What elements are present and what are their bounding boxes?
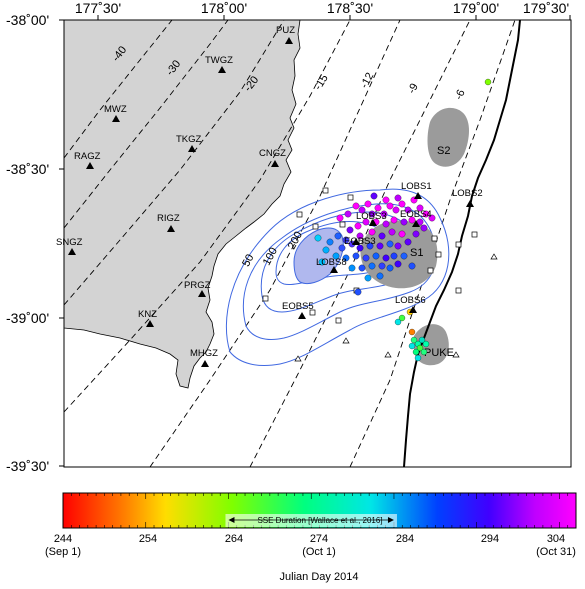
cb-tick-label: 264 bbox=[225, 533, 243, 545]
sse-duration-box bbox=[225, 514, 397, 527]
open-triangles bbox=[294, 253, 498, 362]
map-frame bbox=[63, 19, 572, 468]
station-label: KNZ bbox=[138, 309, 157, 320]
sse-arrow-left-head bbox=[228, 517, 235, 523]
sse-duration-label: SSE Duration [Wallace et al., 2016] bbox=[257, 516, 382, 525]
lon-tick-labels: 177˚30' 178˚00' 178˚30' 179˚00' 179˚30' bbox=[75, 0, 569, 16]
land-station-tkgz: TKGZ bbox=[176, 134, 202, 152]
cb-tick-label: 254 bbox=[139, 533, 157, 545]
station-label: LOBS6 bbox=[395, 295, 426, 306]
lon-tick-label: 178˚00' bbox=[201, 0, 247, 16]
obs-station-eobs4: EOBS4 bbox=[400, 209, 432, 227]
station-label: EOBS3 bbox=[344, 236, 376, 247]
cb-tick-label: 284 bbox=[396, 533, 414, 545]
obs-station-eobs3: EOBS3 bbox=[344, 236, 376, 247]
colorbar-tick-labels: 244 254 264 274 284 294 304 (Sep 1) (Oct… bbox=[45, 533, 576, 558]
station-label: PUZ bbox=[276, 25, 295, 36]
station-label: RAGZ bbox=[74, 151, 101, 162]
station-label: RIGZ bbox=[157, 213, 180, 224]
land-station-twgz: TWGZ bbox=[205, 55, 233, 73]
station-label: MWZ bbox=[104, 104, 127, 115]
obs-station-lobs2: LOBS2 bbox=[452, 188, 483, 207]
land-station-cngz: CNGZ bbox=[259, 148, 286, 167]
cb-sub-label: (Oct 31) bbox=[536, 546, 576, 558]
lon-tick-label: 178˚30' bbox=[327, 0, 373, 16]
colorbar: SSE Duration [Wallace et al., 2016] 244 … bbox=[45, 492, 577, 583]
obs-station-lobs1: LOBS1 bbox=[401, 181, 432, 199]
cb-sub-label: (Oct 1) bbox=[302, 546, 336, 558]
lon-tick-label: 179˚00' bbox=[453, 0, 499, 16]
station-label: CNGZ bbox=[259, 148, 286, 159]
sse-duration: SSE Duration [Wallace et al., 2016] bbox=[225, 514, 397, 527]
lat-tick-label: -39˚30' bbox=[6, 458, 49, 474]
station-label: LOBS8 bbox=[316, 257, 347, 268]
station-label: TKGZ bbox=[176, 134, 202, 145]
region-label-puke: PUKE bbox=[424, 347, 454, 359]
sse-label-50: 50 bbox=[240, 252, 256, 268]
region-label-s1: S1 bbox=[410, 247, 423, 259]
patch-puke bbox=[414, 324, 449, 366]
cb-sub-label: (Sep 1) bbox=[45, 546, 81, 558]
sse-arrow-right-head bbox=[387, 517, 394, 523]
land-station-layer: PUZ TWGZ MWZ TKGZ RAGZ CNGZ RIGZ SNGZ PR… bbox=[56, 25, 295, 367]
obs-station-lobs3: LOBS3 bbox=[356, 211, 387, 226]
lat-tick-label: -38˚30' bbox=[6, 161, 49, 177]
land-mass bbox=[64, 20, 301, 389]
station-label: TWGZ bbox=[205, 55, 233, 66]
land-station-ragz: RAGZ bbox=[74, 151, 101, 169]
lat-tick-label: -39˚00' bbox=[6, 310, 49, 326]
station-label: EOBS4 bbox=[400, 209, 432, 220]
station-label: MHGZ bbox=[190, 348, 218, 359]
patch-s2 bbox=[427, 107, 469, 167]
land-station-sngz: SNGZ bbox=[56, 237, 83, 255]
lon-tick-label: 179˚30' bbox=[523, 0, 569, 16]
cb-tick-label: 304 bbox=[547, 533, 565, 545]
lon-axis bbox=[97, 15, 571, 20]
lat-tick-label: -38˚00' bbox=[6, 12, 49, 28]
cb-tick-label: 294 bbox=[481, 533, 499, 545]
cb-tick-label: 274 bbox=[310, 533, 328, 545]
lat-tick-labels: -38˚00' -38˚30' -39˚00' -39˚30' bbox=[6, 12, 49, 474]
region-label-s2: S2 bbox=[437, 145, 450, 157]
land-station-mwz: MWZ bbox=[104, 104, 127, 122]
obs-station-eobs5: EOBS5 bbox=[282, 301, 314, 319]
obs-station-lobs8: LOBS8 bbox=[316, 257, 347, 273]
station-label: LOBS1 bbox=[401, 181, 432, 192]
land-station-prgz: PRGZ bbox=[184, 280, 211, 297]
contour-label-6: -6 bbox=[453, 88, 468, 102]
land-station-puz: PUZ bbox=[276, 25, 295, 44]
obs-station-lobs6: LOBS6 bbox=[395, 295, 426, 313]
land-station-rigz: RIGZ bbox=[157, 213, 180, 232]
lon-tick-label: 177˚30' bbox=[75, 0, 121, 16]
region-labels: S1 S2 PUKE bbox=[410, 145, 454, 359]
obs-station-layer: LOBS1 LOBS2 LOBS3 EOBS4 EOBS3 LOBS8 EOBS… bbox=[282, 181, 483, 319]
land-station-knz: KNZ bbox=[138, 309, 157, 327]
cb-tick-label: 244 bbox=[54, 533, 72, 545]
station-label: EOBS5 bbox=[282, 301, 314, 312]
station-label: LOBS2 bbox=[452, 188, 483, 199]
lat-axis bbox=[59, 19, 64, 467]
colorbar-xlabel: Julian Day 2014 bbox=[280, 571, 359, 583]
map-area: -40 -30 -20 -15 -12 -9 -6 50 100 200 bbox=[64, 20, 571, 467]
earthquake-points bbox=[314, 78, 492, 362]
station-label: PRGZ bbox=[184, 280, 211, 291]
station-label: LOBS3 bbox=[356, 211, 387, 222]
station-label: SNGZ bbox=[56, 237, 83, 248]
land-station-mhgz: MHGZ bbox=[190, 348, 218, 367]
